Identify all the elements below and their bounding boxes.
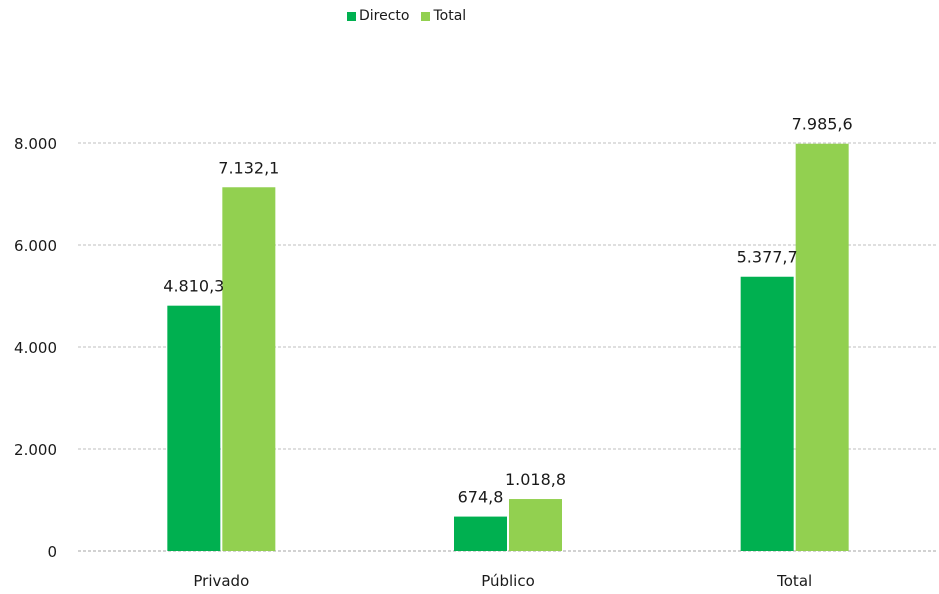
y-tick-label: 6.000 xyxy=(14,237,57,255)
bar-directo-público xyxy=(454,516,507,551)
x-tick-label: Total xyxy=(776,572,812,590)
legend-swatch-directo xyxy=(347,11,356,21)
y-tick-label: 0 xyxy=(47,543,57,561)
y-tick-label: 8.000 xyxy=(14,135,57,153)
data-labels: 4.810,3 7.132,1 674,81.018,8 5.377,7 7.985,6 xyxy=(163,115,852,507)
x-tick-label: Privado xyxy=(193,572,249,590)
x-axis-category-labels: Privado Público Total xyxy=(193,572,812,590)
legend-swatch-total xyxy=(421,11,431,21)
data-label: 7.132,1 xyxy=(218,158,279,177)
bar-total-público xyxy=(509,499,562,551)
data-label: 674,8 xyxy=(458,488,504,507)
legend: Directo Total xyxy=(347,8,478,24)
y-tick-label: 4.000 xyxy=(14,339,57,357)
bar-total-privado xyxy=(222,187,276,552)
data-label: 4.810,3 xyxy=(163,277,224,296)
bars xyxy=(167,143,849,552)
x-tick-label: Público xyxy=(481,572,535,590)
y-axis-tick-labels: 0 2.000 4.000 6.000 8.000 xyxy=(14,135,57,561)
legend-label-total: Total xyxy=(433,8,467,24)
legend-item-directo: Directo xyxy=(347,8,409,24)
gridlines xyxy=(78,142,938,552)
bar-total-total xyxy=(795,143,849,551)
bar-directo-privado xyxy=(167,305,221,551)
y-tick-label: 2.000 xyxy=(14,441,57,459)
data-label: 5.377,7 xyxy=(737,248,798,267)
bar-directo-total xyxy=(740,276,794,551)
legend-label-directo: Directo xyxy=(359,8,410,24)
data-label: 7.985,6 xyxy=(792,115,853,134)
data-label: 1.018,8 xyxy=(505,470,566,489)
legend-item-total: Total xyxy=(421,8,466,24)
